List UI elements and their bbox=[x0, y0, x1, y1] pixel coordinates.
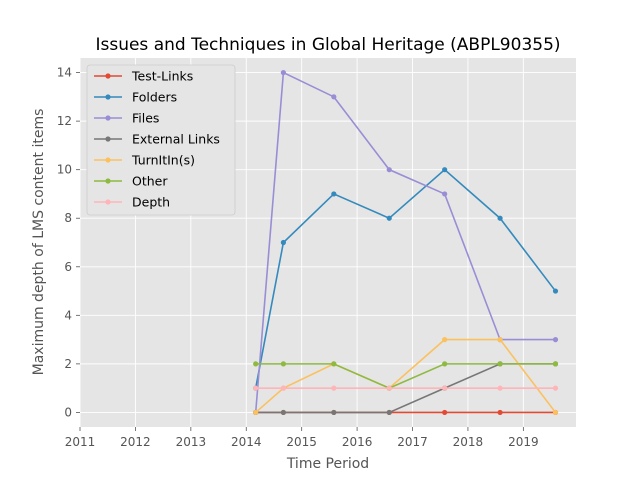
data-point-depth bbox=[552, 385, 559, 391]
data-point-test-links bbox=[442, 409, 448, 416]
data-point-test-links bbox=[497, 409, 503, 416]
y-tick-label: 4 bbox=[64, 308, 72, 322]
data-point-depth bbox=[497, 385, 503, 391]
y-tick-label: 10 bbox=[57, 163, 72, 177]
data-point-external-links bbox=[331, 409, 337, 416]
data-point-depth bbox=[386, 385, 392, 391]
y-axis-label: Maximum depth of LMS content items bbox=[31, 109, 47, 376]
legend-marker-test-links bbox=[105, 73, 111, 79]
data-point-external-links bbox=[386, 409, 392, 416]
data-point-files bbox=[442, 191, 448, 197]
data-point-folders bbox=[331, 191, 337, 197]
x-tick-label: 2013 bbox=[176, 435, 207, 449]
legend-marker-turnitin-s bbox=[105, 157, 111, 163]
y-tick-label: 0 bbox=[64, 405, 72, 419]
data-point-folders bbox=[386, 215, 392, 221]
data-point-depth bbox=[442, 385, 448, 391]
chart-title: Issues and Techniques in Global Heritage… bbox=[95, 35, 560, 55]
data-point-folders bbox=[497, 215, 503, 221]
legend-marker-external-links bbox=[105, 136, 111, 142]
data-point-other bbox=[280, 361, 286, 367]
x-tick-label: 2011 bbox=[65, 435, 96, 449]
legend-marker-files bbox=[105, 115, 111, 121]
legend-label-other: Other bbox=[132, 174, 168, 189]
data-point-depth bbox=[253, 385, 259, 391]
legend-label-depth: Depth bbox=[132, 195, 170, 210]
legend-box bbox=[86, 64, 236, 216]
x-tick-label: 2012 bbox=[120, 435, 151, 449]
data-point-external-links bbox=[280, 409, 286, 416]
legend-label-folders: Folders bbox=[132, 90, 177, 105]
legend-label-files: Files bbox=[132, 111, 159, 126]
y-tick-label: 2 bbox=[64, 357, 72, 371]
y-tick-label: 8 bbox=[64, 211, 72, 225]
data-point-depth bbox=[280, 385, 286, 391]
y-tick-label: 6 bbox=[64, 260, 72, 274]
legend-label-external-links: External Links bbox=[132, 132, 220, 147]
data-point-folders bbox=[552, 288, 559, 294]
data-point-other bbox=[552, 361, 559, 367]
data-point-files bbox=[280, 69, 286, 76]
data-point-files bbox=[331, 94, 337, 100]
data-point-depth bbox=[331, 385, 337, 391]
series-group bbox=[253, 69, 559, 416]
legend-marker-folders bbox=[105, 94, 111, 100]
x-axis-ticks: 2011 2012 2013 2014 2015 2016 2017 2018 2019 bbox=[65, 427, 539, 449]
legend-marker-depth bbox=[105, 199, 111, 205]
legend-label-turnitin-s: TurnItIn(s) bbox=[131, 153, 195, 168]
data-point-turnitin-s bbox=[442, 337, 448, 343]
legend-marker-other bbox=[105, 178, 111, 184]
x-tick-label: 2016 bbox=[342, 435, 373, 449]
x-tick-label: 2018 bbox=[453, 435, 484, 449]
data-point-files bbox=[552, 337, 559, 343]
data-point-turnitin-s bbox=[552, 409, 559, 416]
x-tick-label: 2015 bbox=[286, 435, 317, 449]
legend-label-test-links: Test-Links bbox=[131, 69, 193, 84]
y-tick-label: 12 bbox=[57, 114, 72, 128]
data-point-files bbox=[386, 167, 392, 173]
data-point-other bbox=[442, 361, 448, 367]
data-point-other bbox=[331, 361, 337, 367]
data-point-other bbox=[253, 361, 259, 367]
x-axis-label: Time Period bbox=[286, 456, 369, 472]
data-point-turnitin-s bbox=[253, 409, 259, 416]
data-point-other bbox=[497, 361, 503, 367]
x-tick-label: 2019 bbox=[508, 435, 539, 449]
y-axis-ticks: 0 2 4 6 8 10 12 14 bbox=[57, 66, 80, 419]
legend: Test-Links Folders Files External Links Turn… bbox=[86, 64, 236, 216]
x-tick-label: 2014 bbox=[231, 435, 262, 449]
x-tick-label: 2017 bbox=[397, 435, 428, 449]
data-point-folders bbox=[442, 167, 448, 173]
y-tick-label: 14 bbox=[57, 66, 72, 80]
data-point-folders bbox=[280, 239, 286, 246]
data-point-turnitin-s bbox=[497, 337, 503, 343]
